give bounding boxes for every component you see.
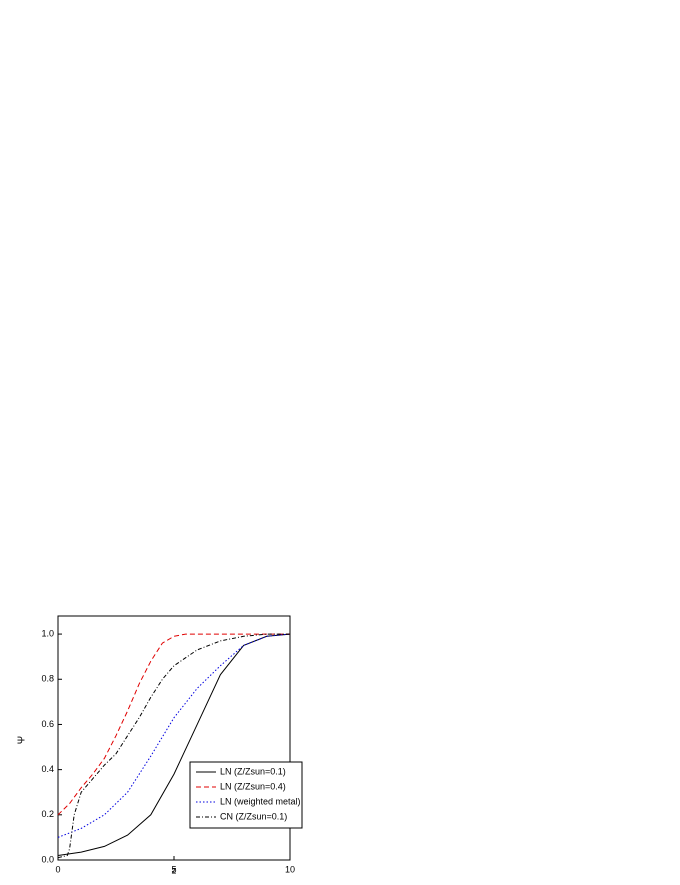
y-axis-label: Ψ <box>17 736 28 744</box>
x-tick-label: 0 <box>55 864 60 874</box>
legend-label: LN (weighted metal) <box>220 796 301 806</box>
y-tick-label: 0.4 <box>41 764 54 774</box>
legend-label: LN (Z/Zsun=0.4) <box>220 781 286 791</box>
x-tick-label: 10 <box>285 864 295 874</box>
series-line <box>57 633 290 816</box>
series-line <box>57 633 291 838</box>
y-tick-label: 0.8 <box>41 674 54 684</box>
y-tick-label: 0.6 <box>41 719 54 729</box>
series-line <box>57 633 290 859</box>
x-tick-label: 5 <box>171 864 176 874</box>
x-axis-label: z <box>172 866 177 877</box>
legend-label: LN (Z/Zsun=0.1) <box>220 766 286 776</box>
legend-label: CN (Z/Zsun=0.1) <box>220 811 287 821</box>
y-tick-label: 0.2 <box>41 809 54 819</box>
y-tick-label: 0.0 <box>41 854 54 864</box>
y-tick-label: 1.0 <box>41 628 54 638</box>
